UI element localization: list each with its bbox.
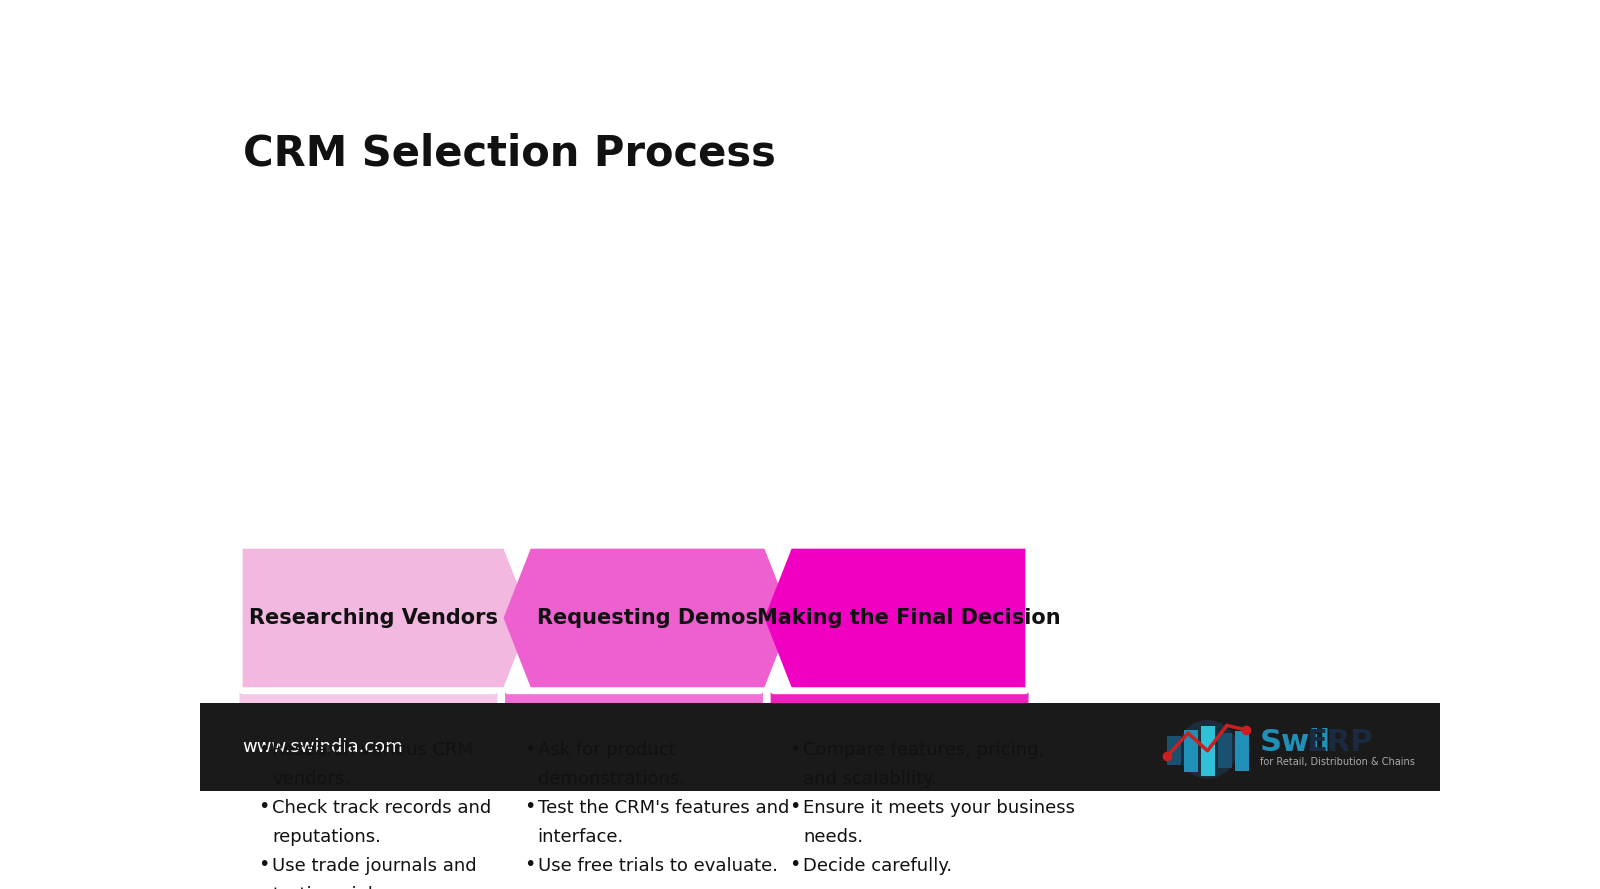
Text: •: •	[258, 797, 269, 816]
Text: for Retail, Distribution & Chains: for Retail, Distribution & Chains	[1261, 757, 1414, 767]
Text: Test the CRM's features and
interface.: Test the CRM's features and interface.	[538, 799, 789, 846]
Text: Research various CRM
vendors.: Research various CRM vendors.	[272, 741, 474, 789]
Text: Check track records and
reputations.: Check track records and reputations.	[272, 799, 491, 846]
Circle shape	[1178, 720, 1237, 779]
Text: •: •	[258, 740, 269, 758]
Text: CRM Selection Process: CRM Selection Process	[243, 132, 776, 175]
Text: •: •	[523, 797, 534, 816]
Text: Requesting Demos: Requesting Demos	[538, 608, 758, 628]
Polygon shape	[765, 549, 1026, 687]
Text: Use trade journals and
testimonials.: Use trade journals and testimonials.	[272, 857, 477, 889]
Bar	[1218, 733, 1232, 768]
Text: •: •	[789, 855, 800, 874]
Text: •: •	[789, 797, 800, 816]
Text: Decide carefully.: Decide carefully.	[803, 857, 952, 875]
Text: •: •	[523, 855, 534, 874]
Text: Ensure it meets your business
needs.: Ensure it meets your business needs.	[803, 799, 1075, 846]
Bar	[1235, 731, 1250, 771]
FancyBboxPatch shape	[506, 691, 763, 707]
Text: ERP: ERP	[1307, 728, 1373, 757]
Bar	[1202, 725, 1216, 776]
Text: Swil: Swil	[1261, 728, 1331, 757]
Polygon shape	[504, 549, 792, 687]
Text: Making the Final Decision: Making the Final Decision	[757, 608, 1061, 628]
Text: Ask for product
demonstrations.: Ask for product demonstrations.	[538, 741, 685, 789]
Text: •: •	[523, 740, 534, 758]
Text: Compare features, pricing,
and scalability.: Compare features, pricing, and scalabili…	[803, 741, 1045, 789]
Text: •: •	[258, 855, 269, 874]
Polygon shape	[243, 549, 531, 687]
Text: www.swindia.com: www.swindia.com	[243, 738, 403, 756]
Text: Researching Vendors: Researching Vendors	[248, 608, 498, 628]
Bar	[1184, 730, 1198, 772]
FancyBboxPatch shape	[771, 691, 1029, 707]
Bar	[1168, 736, 1181, 765]
Text: •: •	[789, 740, 800, 758]
Text: Use free trials to evaluate.: Use free trials to evaluate.	[538, 857, 778, 875]
Bar	[200, 702, 1440, 791]
FancyBboxPatch shape	[240, 691, 498, 707]
